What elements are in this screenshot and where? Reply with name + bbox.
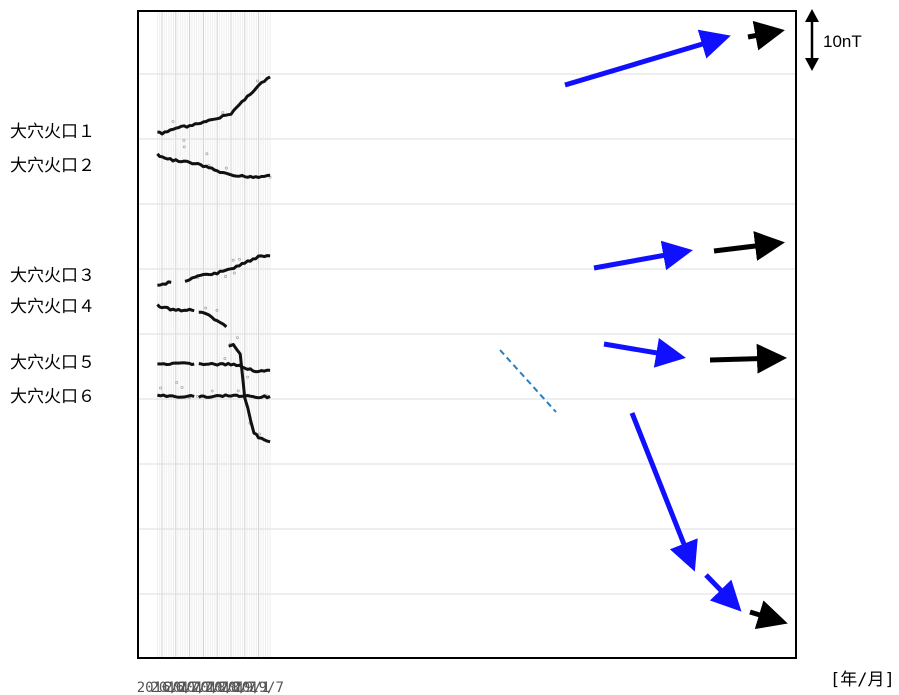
scale-bar-label: 10nT xyxy=(823,32,862,51)
trend-arrow-blue xyxy=(593,240,693,271)
scatter-point xyxy=(224,275,228,278)
scatter-point xyxy=(223,357,227,360)
trend-arrow-black xyxy=(747,20,785,51)
scatter-point xyxy=(257,432,261,436)
x-tick-label: 2019/7 xyxy=(233,680,284,695)
trend-arrow-blue xyxy=(704,573,742,612)
series-line xyxy=(156,152,271,179)
series-line xyxy=(157,393,195,399)
trend-arrow-black xyxy=(709,343,787,374)
series-label: 大穴火口３ xyxy=(10,266,95,286)
scatter-point xyxy=(256,79,259,83)
scatter-point xyxy=(182,145,186,149)
annotations xyxy=(499,20,788,630)
scale-bar: 10nT xyxy=(805,9,862,71)
series-line xyxy=(198,393,271,400)
grid xyxy=(139,12,795,657)
scatter-points xyxy=(159,79,272,436)
series-line xyxy=(184,254,271,283)
series-line xyxy=(157,361,195,367)
series-line xyxy=(157,75,271,136)
dashed-connector xyxy=(499,349,557,413)
trend-arrow-black xyxy=(749,600,788,630)
scatter-point xyxy=(182,138,186,142)
series-labels: 大穴火口１ 大穴火口２ 大穴火口３ 大穴火口４ 大穴火口５ 大穴火口６ xyxy=(10,122,95,407)
series-label: 大穴火口１ xyxy=(10,122,95,142)
scatter-point xyxy=(246,375,249,379)
series-label: 大穴火口４ xyxy=(10,297,95,317)
trend-arrow-blue xyxy=(629,412,698,572)
x-tick-label: 2018/7 xyxy=(206,680,257,695)
series-label: 大穴火口６ xyxy=(10,387,95,407)
scatter-point xyxy=(236,336,239,340)
series-line xyxy=(198,310,228,328)
series-label: 大穴火口５ xyxy=(10,353,95,373)
scatter-point xyxy=(215,308,219,312)
x-tick-label: 2017/1 xyxy=(164,680,215,695)
scatter-point xyxy=(159,386,162,390)
trend-arrow-black xyxy=(713,231,785,261)
scatter-point xyxy=(171,120,175,123)
scatter-point xyxy=(175,381,179,385)
plot-frame xyxy=(137,10,797,659)
x-unit-label: [年/月] xyxy=(830,670,895,690)
scatter-point xyxy=(221,111,225,115)
scatter-point xyxy=(210,389,214,393)
series-line xyxy=(156,303,195,313)
series-lines xyxy=(156,75,271,444)
x-tick-label: 2016/7 xyxy=(151,680,202,695)
series-line xyxy=(228,343,271,444)
scatter-point xyxy=(180,385,184,389)
x-tick-label: 2019/1 xyxy=(220,680,271,695)
x-tick-labels: 2016/12016/72017/12017/72018/12018/72019… xyxy=(137,680,284,695)
scatter-point xyxy=(236,389,240,393)
scatter-point xyxy=(232,271,236,275)
trend-arrow-blue xyxy=(603,338,686,368)
scatter-point xyxy=(231,258,235,262)
x-tick-label: 2017/7 xyxy=(178,680,229,695)
scatter-point xyxy=(205,152,209,156)
series-line xyxy=(198,361,271,374)
scatter-point xyxy=(238,257,241,261)
scatter-point xyxy=(224,166,228,170)
trend-arrow-blue xyxy=(564,29,731,88)
series-label: 大穴火口２ xyxy=(10,156,95,176)
x-tick-label: 2018/1 xyxy=(192,680,243,695)
series-line xyxy=(157,280,172,287)
x-tick-label: 2016/1 xyxy=(137,680,188,695)
scatter-point xyxy=(204,306,208,310)
